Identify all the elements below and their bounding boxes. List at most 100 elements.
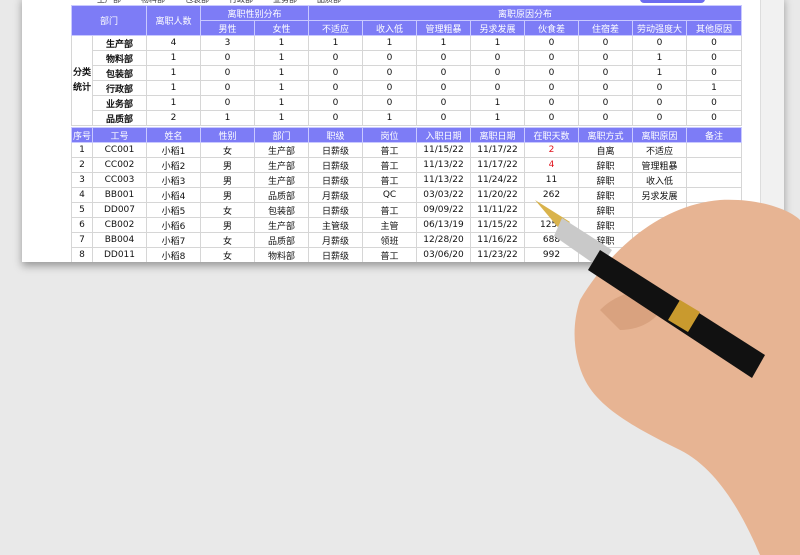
reason-cell[interactable]: 0 [578,95,634,111]
reason-cell[interactable]: 0 [308,65,364,81]
table-cell[interactable]: 辞职 [578,172,633,188]
reason-cell[interactable]: 0 [686,65,743,81]
table-cell[interactable]: 11/15/22 [416,142,471,158]
table-cell[interactable] [632,217,687,233]
table-cell[interactable]: CC002 [92,157,147,173]
reason-cell[interactable]: 0 [416,110,472,126]
table-cell[interactable]: 日薪级 [308,157,363,173]
table-cell[interactable]: 11/13/22 [416,157,471,173]
table-cell[interactable]: 日薪级 [308,202,363,218]
table-cell[interactable]: 生产部 [254,172,309,188]
table-cell[interactable]: 小稻5 [146,202,201,218]
table-cell[interactable]: 男 [200,217,255,233]
reason-cell[interactable]: 0 [470,80,526,96]
table-cell[interactable]: 男 [200,157,255,173]
table-cell[interactable]: 11/16/22 [470,232,525,248]
table-cell[interactable]: 11/15/22 [470,217,525,233]
table-cell[interactable]: 11 [524,172,579,188]
table-cell[interactable] [686,142,742,158]
dept-cell[interactable]: 包装部 [91,65,148,81]
table-cell[interactable] [686,217,742,233]
reason-cell[interactable]: 0 [362,50,418,66]
gender-cell[interactable]: 0 [200,50,256,66]
reason-cell[interactable]: 0 [686,50,743,66]
reason-cell[interactable]: 1 [632,50,688,66]
table-cell[interactable]: 另求发展 [632,187,687,203]
table-cell[interactable]: 03/03/22 [416,187,471,203]
table-cell[interactable]: 5 [71,202,93,218]
table-cell[interactable]: 辞职 [578,157,633,173]
table-cell[interactable]: 男 [200,187,255,203]
top-button[interactable] [640,0,705,3]
reason-cell[interactable]: 0 [416,95,472,111]
table-cell[interactable]: 4 [524,157,579,173]
table-cell[interactable]: 11/24/22 [470,172,525,188]
table-cell[interactable]: 女 [200,202,255,218]
table-cell[interactable]: 1 [71,142,93,158]
table-cell[interactable]: 包装部 [254,202,309,218]
table-cell[interactable] [524,202,579,218]
reason-cell[interactable]: 0 [416,80,472,96]
table-cell[interactable]: 生产部 [254,157,309,173]
reason-cell[interactable]: 1 [470,110,526,126]
gender-cell[interactable]: 1 [254,110,310,126]
table-cell[interactable]: 普工 [362,172,417,188]
table-cell[interactable]: 主管级 [308,217,363,233]
table-cell[interactable]: 品质部 [254,232,309,248]
gender-cell[interactable]: 1 [254,95,310,111]
reason-cell[interactable]: 0 [578,35,634,51]
reason-cell[interactable]: 0 [524,50,580,66]
table-cell[interactable]: BB001 [92,187,147,203]
table-cell[interactable]: 06/13/19 [416,217,471,233]
reason-cell[interactable]: 0 [362,65,418,81]
column-header[interactable]: 离职原因 [632,127,687,143]
count-cell[interactable]: 4 [146,35,202,51]
table-cell[interactable]: 1251 [524,217,579,233]
table-cell[interactable]: 小稻1 [146,142,201,158]
table-cell[interactable] [578,247,633,262]
table-cell[interactable]: 11/20/22 [470,187,525,203]
table-cell[interactable]: 领班 [362,232,417,248]
table-cell[interactable]: QC [362,187,417,203]
reason-cell[interactable]: 0 [470,50,526,66]
table-cell[interactable]: 不适应 [632,142,687,158]
gender-cell[interactable]: 1 [254,80,310,96]
reason-cell[interactable]: 0 [578,80,634,96]
table-cell[interactable]: 小稻8 [146,247,201,262]
reason-cell[interactable]: 0 [524,95,580,111]
gender-cell[interactable]: 0 [200,65,256,81]
table-cell[interactable]: 生产部 [254,217,309,233]
reason-cell[interactable]: 0 [686,95,743,111]
table-cell[interactable]: 辞职 [578,187,633,203]
table-cell[interactable]: CC003 [92,172,147,188]
table-cell[interactable]: 自离 [578,142,633,158]
column-header[interactable]: 岗位 [362,127,417,143]
reason-cell[interactable]: 1 [632,65,688,81]
reason-cell[interactable]: 0 [632,95,688,111]
reason-cell[interactable]: 0 [308,50,364,66]
table-cell[interactable]: CB002 [92,217,147,233]
reason-cell[interactable]: 0 [632,110,688,126]
table-cell[interactable]: 小稻7 [146,232,201,248]
column-header[interactable]: 职级 [308,127,363,143]
dept-cell[interactable]: 业务部 [91,95,148,111]
reason-cell[interactable]: 0 [416,65,472,81]
reason-cell[interactable]: 0 [362,80,418,96]
column-header[interactable]: 离职方式 [578,127,633,143]
table-cell[interactable]: 普工 [362,202,417,218]
table-cell[interactable]: 日薪级 [308,142,363,158]
dept-cell[interactable]: 生产部 [91,35,148,51]
table-cell[interactable]: 688 [524,232,579,248]
table-cell[interactable] [632,202,687,218]
table-cell[interactable] [632,247,687,262]
reason-cell[interactable]: 1 [362,110,418,126]
table-cell[interactable]: 7 [71,232,93,248]
table-cell[interactable]: 09/09/22 [416,202,471,218]
reason-cell[interactable]: 0 [632,35,688,51]
gender-cell[interactable]: 0 [200,80,256,96]
table-cell[interactable]: 小稻6 [146,217,201,233]
reason-cell[interactable]: 1 [416,35,472,51]
table-cell[interactable]: 普工 [362,157,417,173]
table-cell[interactable]: 普工 [362,247,417,262]
reason-cell[interactable]: 0 [362,95,418,111]
